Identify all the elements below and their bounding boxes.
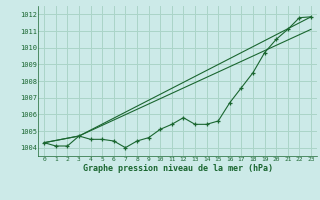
X-axis label: Graphe pression niveau de la mer (hPa): Graphe pression niveau de la mer (hPa) (83, 164, 273, 173)
